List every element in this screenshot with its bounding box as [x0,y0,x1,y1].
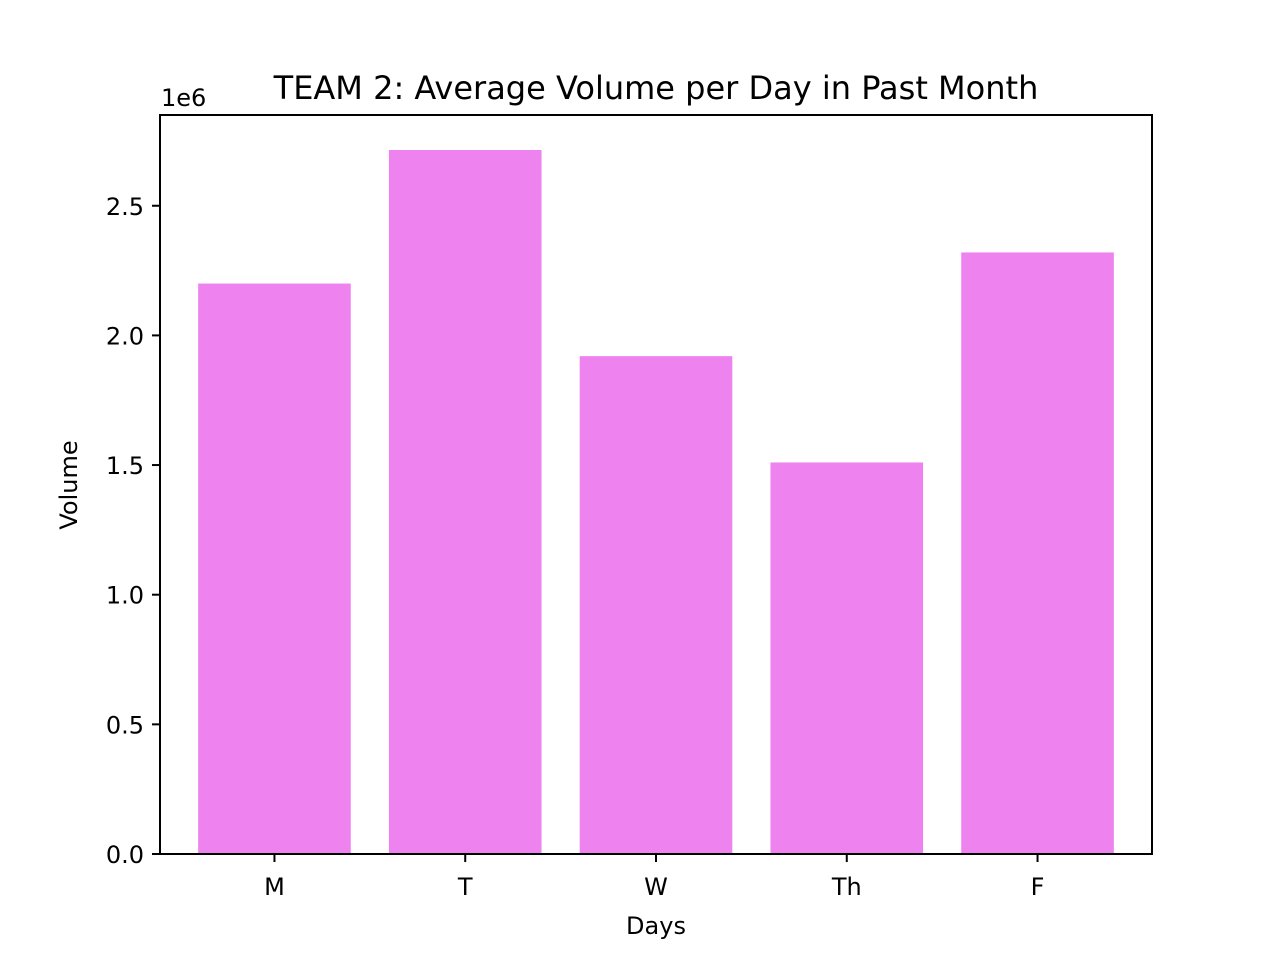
y-axis-ticks: 0.0 0.5 1.0 1.5 2.0 2.5 [106,193,160,869]
y-axis-label: Volume [55,440,83,529]
y-axis-offset-label: 1e6 [161,84,206,112]
bar-m [198,283,351,855]
x-tick-label: T [457,873,473,901]
chart-title: TEAM 2: Average Volume per Day in Past M… [273,69,1039,107]
x-tick-label: F [1031,873,1045,901]
x-tick-label: Th [831,873,862,901]
bars-group [198,150,1114,855]
x-tick-label: W [644,873,668,901]
y-tick-label: 1.5 [106,452,144,480]
x-tick-label: M [264,873,285,901]
bar-f [961,252,1114,854]
y-tick-label: 1.0 [106,582,144,610]
plot-frame [159,114,1153,855]
y-tick-label: 2.0 [106,322,144,350]
x-axis-ticks: M T W Th F [264,854,1044,901]
x-axis-label: Days [626,912,686,940]
y-tick-label: 0.5 [106,711,144,739]
y-tick-label: 2.5 [106,193,144,221]
bar-th [770,462,924,854]
bar-t [388,150,542,855]
y-tick-label: 0.0 [106,841,144,869]
bar-w [579,356,733,854]
